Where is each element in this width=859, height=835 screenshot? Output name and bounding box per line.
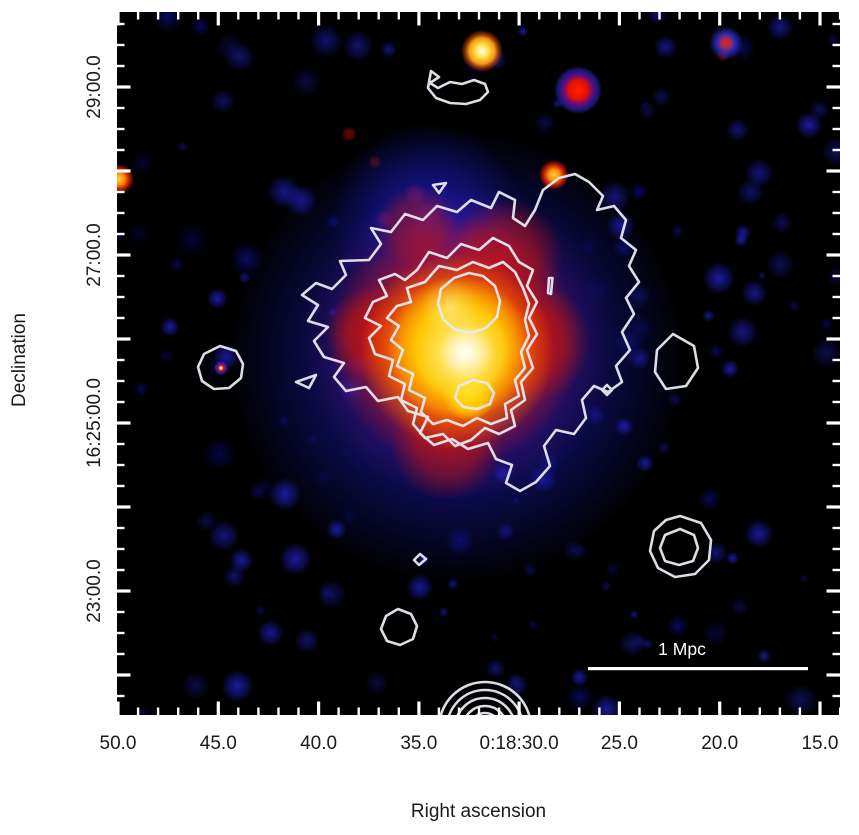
image-frame: 1 Mpc xyxy=(117,12,840,715)
x-tick-label: 25.0 xyxy=(600,733,638,754)
x-tick-label: 45.0 xyxy=(199,733,237,754)
x-tick-label: 50.0 xyxy=(99,733,137,754)
bottom-edge-arc-contour xyxy=(475,711,495,715)
y-axis-title: Declination xyxy=(9,313,30,407)
west-triangle-contour xyxy=(294,373,318,390)
cluster-contour-2 xyxy=(363,236,539,448)
cluster-contour-outer xyxy=(300,172,641,493)
y-tick-label: 29:00.0 xyxy=(84,55,105,119)
x-axis-title: Right ascension xyxy=(410,801,547,822)
axis-ticks xyxy=(117,12,840,715)
tiny-sliver-contour xyxy=(546,276,554,296)
x-tick-label: 20.0 xyxy=(701,733,739,754)
tiny-triangle-north xyxy=(431,181,448,195)
point-source xyxy=(539,160,569,190)
southwest-double-contour-inner xyxy=(658,527,700,567)
diffuse-cluster-emission xyxy=(229,122,685,585)
x-tick-label: 0:18:30.0 xyxy=(479,733,559,754)
bottom-edge-arc-contour xyxy=(447,688,523,715)
scale-bar-label: 1 Mpc xyxy=(658,639,706,659)
banana-contour-north xyxy=(426,69,490,106)
southwest-double-contour-outer xyxy=(648,514,713,579)
y-tick-label: 23:00.0 xyxy=(84,559,105,623)
bottom-edge-arc-contour xyxy=(456,696,514,715)
scale-bar: 1 Mpc xyxy=(588,639,808,671)
point-source xyxy=(461,30,503,72)
bottom-edge-arc-contour xyxy=(465,704,505,715)
point-source xyxy=(709,26,743,60)
cluster-contour-3 xyxy=(385,260,531,428)
west-circle-contour xyxy=(196,344,245,391)
east-tiny-diamond xyxy=(600,383,614,397)
point-source xyxy=(554,66,602,114)
east-pentagon-contour xyxy=(653,332,700,391)
scale-bar-line xyxy=(588,667,808,671)
bottom-edge-arc-contour xyxy=(439,680,531,715)
x-tick-label: 15.0 xyxy=(801,733,839,754)
radio-contours xyxy=(196,69,713,715)
sky-image: 1 Mpc xyxy=(117,12,840,715)
cluster-contour-inner-loop xyxy=(453,378,496,411)
y-tick-label: 27:00.0 xyxy=(84,223,105,287)
x-tick-label: 35.0 xyxy=(400,733,438,754)
x-tick-label: 40.0 xyxy=(300,733,338,754)
cluster-contour-ring xyxy=(436,271,502,335)
south-egg-contour xyxy=(379,607,419,647)
y-tick-label: 16:25:00.0 xyxy=(84,378,105,468)
south-small-diamond xyxy=(412,552,428,567)
